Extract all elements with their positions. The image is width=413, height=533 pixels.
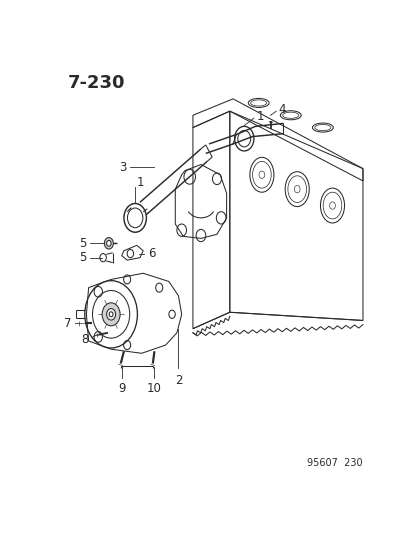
Circle shape <box>107 309 115 320</box>
Text: 6: 6 <box>148 247 155 260</box>
Circle shape <box>104 238 113 249</box>
Text: 5: 5 <box>78 251 86 264</box>
Text: 8: 8 <box>81 333 88 346</box>
Text: 1: 1 <box>136 176 144 189</box>
Circle shape <box>109 312 113 317</box>
Text: 95607  230: 95607 230 <box>306 458 362 468</box>
Text: 4: 4 <box>278 103 285 116</box>
Text: 9: 9 <box>118 382 125 395</box>
Text: 1: 1 <box>256 110 264 123</box>
Circle shape <box>107 240 111 246</box>
Text: 10: 10 <box>146 382 161 395</box>
Text: 7: 7 <box>63 317 71 330</box>
Text: 7-230: 7-230 <box>68 74 125 92</box>
Text: 3: 3 <box>119 161 126 174</box>
Text: 5: 5 <box>78 237 86 250</box>
Text: 2: 2 <box>174 374 182 387</box>
Circle shape <box>102 303 120 326</box>
